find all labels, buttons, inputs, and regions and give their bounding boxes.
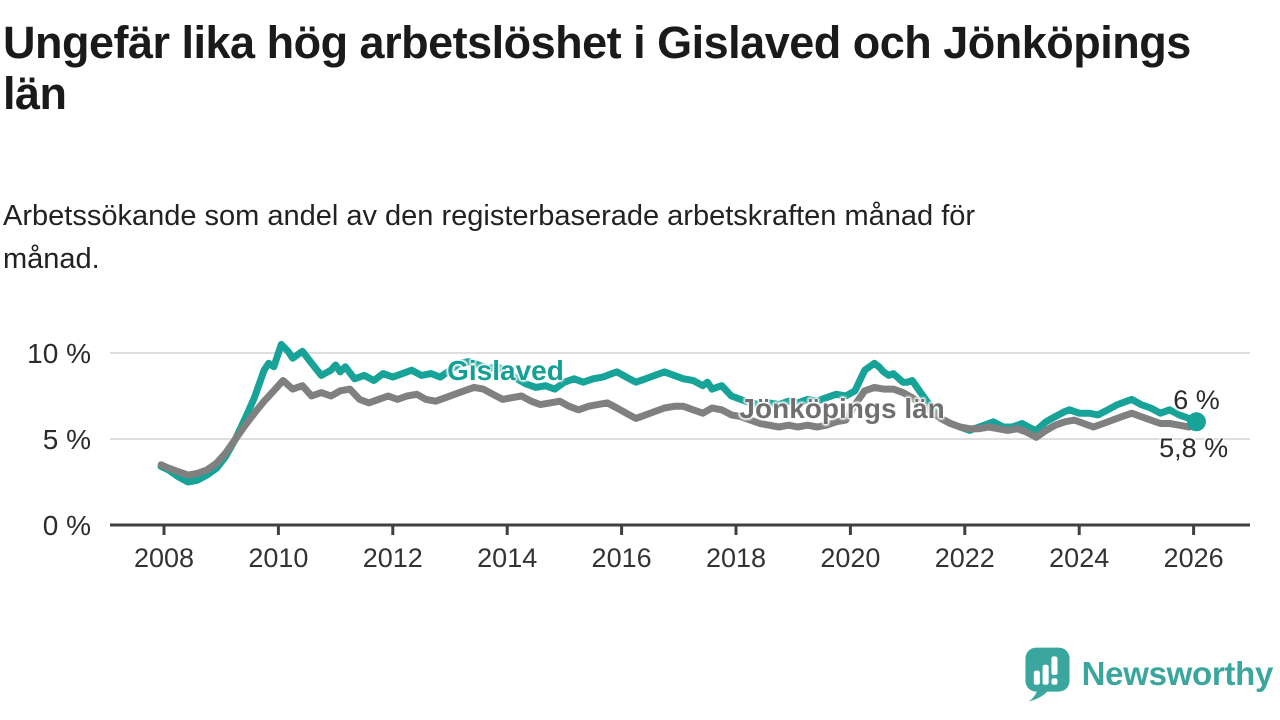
x-tick-label: 2008: [134, 543, 194, 573]
y-tick-label: 10 %: [27, 338, 91, 369]
x-tick-label: 2026: [1164, 543, 1224, 573]
x-tick-label: 2018: [706, 543, 766, 573]
y-tick-label: 5 %: [43, 424, 91, 455]
newsworthy-logo: Newsworthy: [1024, 645, 1273, 703]
page-title: Ungefär lika hög arbetslöshet i Gislaved…: [3, 17, 1263, 120]
subtitle-line-2: månad.: [3, 242, 100, 275]
title-line-2: län: [3, 67, 67, 119]
series-line-j-nk-pings-l-n: [157, 377, 1200, 479]
x-tick-label: 2024: [1049, 543, 1109, 573]
chart-subtitle: Arbetssökande som andel av den registerb…: [3, 195, 1223, 281]
series-label-gislaved: Gislaved: [447, 354, 564, 386]
x-tick-label: 2022: [935, 543, 995, 573]
x-tick-label: 2014: [477, 543, 537, 573]
x-tick-label: 2012: [363, 543, 423, 573]
bar-chart-speech-bubble-icon: [1025, 647, 1070, 702]
series-end-dot: [1186, 412, 1206, 432]
series-line-gislaved: [157, 340, 1200, 486]
x-tick-label: 2020: [820, 543, 880, 573]
end-value-label-gislaved: 6 %: [1173, 385, 1220, 416]
x-tick-label: 2010: [248, 543, 308, 573]
y-tick-label: 0 %: [43, 510, 91, 541]
title-line-1: Ungefär lika hög arbetslöshet i Gislaved…: [3, 17, 1191, 68]
newsworthy-wordmark: Newsworthy: [1081, 655, 1274, 692]
series-label-jonkopings-lan: Jönköpings län: [739, 392, 945, 424]
end-value-label-jonkopings-lan: 5,8 %: [1159, 432, 1229, 463]
x-tick-label: 2016: [592, 543, 652, 573]
subtitle-line-1: Arbetssökande som andel av den registerb…: [3, 200, 976, 232]
